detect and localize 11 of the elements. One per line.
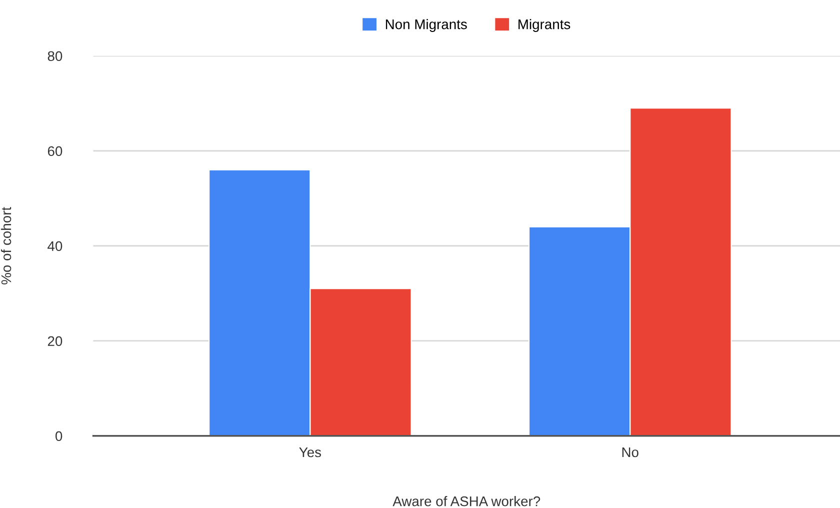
y-tick-label: 40 [48, 241, 62, 252]
x-tick-label: No [622, 447, 638, 458]
y-axis-title: %o of cohort [0, 206, 12, 284]
y-tick-label: 20 [48, 336, 62, 346]
y-tick-label: 80 [48, 51, 62, 62]
y-tick-label: 0 [56, 431, 62, 442]
x-tick-label: Yes [299, 447, 321, 458]
x-axis-title: Aware of ASHA worker? [392, 496, 540, 506]
legend-label: Migrants [518, 19, 570, 32]
y-tick-label: 60 [48, 146, 62, 156]
legend-label: Non Migrants [386, 19, 467, 32]
